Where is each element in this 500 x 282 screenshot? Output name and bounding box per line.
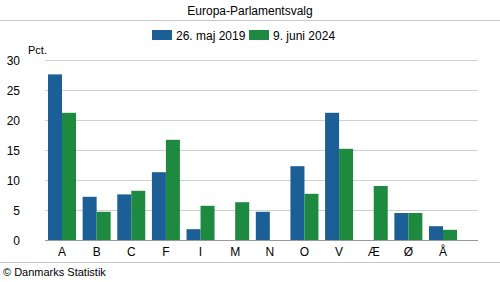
bar	[62, 113, 76, 240]
bar	[339, 149, 353, 240]
bar	[394, 213, 408, 240]
y-tick-label: 20	[7, 114, 21, 128]
x-tick-label: A	[58, 245, 66, 259]
x-tick-label: Æ	[368, 245, 380, 259]
bars	[48, 74, 457, 240]
y-tick-label: 5	[13, 204, 20, 218]
legend-swatch	[249, 30, 269, 40]
bar	[117, 194, 131, 240]
grid-line	[45, 150, 478, 151]
bar	[166, 140, 180, 240]
bar	[187, 229, 201, 240]
x-tick-label: Å	[439, 244, 447, 259]
y-axis-label: Pct.	[28, 44, 47, 56]
y-tick-label: 15	[7, 144, 21, 158]
bar	[290, 166, 304, 240]
x-tick-label: V	[335, 245, 343, 259]
bar	[429, 226, 443, 240]
y-tick-label: 0	[13, 234, 20, 248]
legend-swatch	[152, 30, 172, 40]
grid-line	[45, 120, 478, 121]
y-tick-label: 25	[7, 84, 21, 98]
x-tick-label: Ø	[404, 245, 413, 259]
x-tick-label: I	[199, 245, 202, 259]
frame-line	[0, 20, 500, 21]
legend-label: 26. maj 2019	[176, 29, 246, 43]
x-tick-label: B	[93, 245, 101, 259]
bar	[235, 202, 249, 240]
grid-line	[45, 60, 478, 61]
x-tick-label: O	[300, 245, 309, 259]
legend-label: 9. juni 2024	[273, 29, 335, 43]
bar	[131, 191, 145, 240]
grid-line	[45, 180, 478, 181]
bar	[201, 206, 215, 240]
bar	[48, 74, 62, 240]
bar	[97, 212, 111, 240]
bar	[325, 113, 339, 240]
title: Europa-Parlamentsvalg	[187, 4, 312, 18]
grid-line	[45, 210, 478, 211]
chart: Europa-Parlamentsvalg 26. maj 2019 9. juni…	[0, 0, 500, 282]
x-tick-label: F	[162, 245, 169, 259]
bar	[304, 194, 318, 240]
x-tick-label: N	[265, 245, 274, 259]
x-axis	[45, 240, 478, 241]
bar	[408, 213, 422, 240]
y-tick-label: 30	[7, 54, 21, 68]
frame-line	[0, 262, 500, 263]
bar	[374, 186, 388, 240]
bar	[256, 212, 270, 240]
y-tick-label: 10	[7, 174, 21, 188]
bar	[83, 197, 97, 240]
x-tick-label: C	[127, 245, 136, 259]
bar	[152, 172, 166, 240]
grid-line	[45, 90, 478, 91]
bar	[443, 230, 457, 240]
x-tick-label: M	[230, 245, 240, 259]
source: © Danmarks Statistik	[3, 266, 106, 278]
grid-line	[45, 240, 478, 241]
